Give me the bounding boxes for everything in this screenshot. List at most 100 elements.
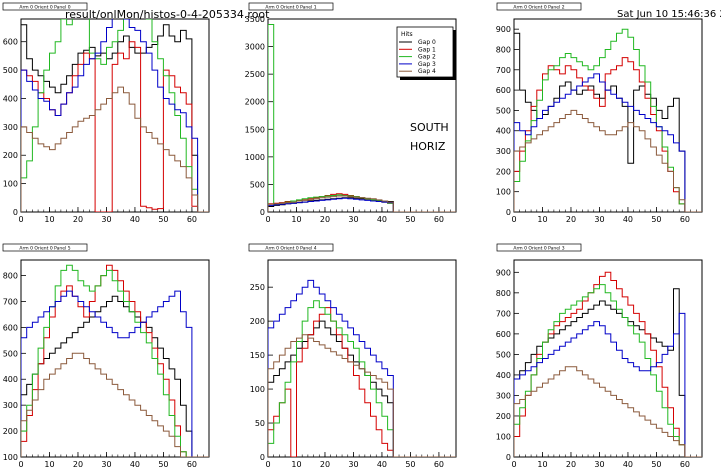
series-line-gap-2 <box>21 264 209 457</box>
x-tick-label: 10 <box>291 215 301 224</box>
legend-title: Hits <box>401 31 413 38</box>
y-tick-label: 500 <box>496 350 511 359</box>
x-tick-label: 10 <box>291 460 301 469</box>
series-line-gap-1 <box>268 307 456 457</box>
series-line-gap-3 <box>514 73 702 212</box>
series-line-gap-1 <box>514 57 702 212</box>
x-tick-label: 10 <box>44 215 54 224</box>
x-tick-label: 10 <box>44 460 54 469</box>
y-tick-label: 400 <box>496 127 511 136</box>
x-tick-label: 40 <box>623 215 633 224</box>
y-tick-label: 600 <box>496 330 511 339</box>
series-line-gap-4 <box>21 86 209 212</box>
x-tick-label: 60 <box>434 215 444 224</box>
y-tick-label: 600 <box>3 323 18 332</box>
x-tick-label: 60 <box>187 215 197 224</box>
series-line-gap-2 <box>514 28 702 212</box>
y-tick-label: 800 <box>496 289 511 298</box>
legend-entry: Gap 1 <box>418 46 436 53</box>
x-tick-label: 0 <box>511 460 516 469</box>
y-tick-label: 2500 <box>245 70 265 79</box>
x-tick-label: 0 <box>18 215 23 224</box>
series-line-gap-4 <box>514 366 702 457</box>
y-tick-label: 300 <box>496 391 511 400</box>
y-tick-label: 300 <box>3 401 18 410</box>
y-tick-label: 400 <box>496 371 511 380</box>
x-tick-label: 60 <box>187 460 197 469</box>
x-tick-label: 40 <box>130 460 140 469</box>
panel-title: Arm 0 Orient 0 Panel 4 <box>265 246 316 252</box>
y-tick-label: 500 <box>3 66 18 75</box>
x-tick-label: 50 <box>158 215 168 224</box>
y-tick-label: 800 <box>3 272 18 281</box>
panel-title: Arm 0 Orient 0 Panel 1 <box>265 5 316 11</box>
series-line-gap-0 <box>21 24 209 212</box>
y-tick-label: 0 <box>260 208 265 217</box>
date-label: Sat Jun 10 15:46:36 2006 <box>617 9 721 20</box>
y-tick-label: 600 <box>3 38 18 47</box>
panel-title-box <box>496 2 582 11</box>
x-tick-label: 0 <box>18 460 23 469</box>
y-tick-label: 100 <box>3 453 18 462</box>
y-tick-label: 300 <box>3 123 18 132</box>
south-label: SOUTH <box>410 121 449 134</box>
x-tick-label: 0 <box>265 215 270 224</box>
x-tick-label: 20 <box>320 215 330 224</box>
legend-entry: Gap 0 <box>418 39 436 46</box>
series-line-gap-3 <box>268 197 456 212</box>
x-tick-label: 30 <box>348 215 358 224</box>
y-tick-label: 0 <box>506 453 511 462</box>
y-tick-label: 200 <box>496 167 511 176</box>
y-tick-label: 200 <box>250 317 265 326</box>
series-line-gap-2 <box>514 284 702 457</box>
x-tick-label: 0 <box>265 460 270 469</box>
x-tick-label: 30 <box>594 460 604 469</box>
panel-title-box <box>248 2 334 11</box>
x-tick-label: 20 <box>73 460 83 469</box>
y-tick-label: 50 <box>255 419 265 428</box>
x-tick-label: 40 <box>623 460 633 469</box>
y-tick-label: 200 <box>3 427 18 436</box>
y-tick-label: 100 <box>3 180 18 189</box>
panel-title-box <box>2 243 88 252</box>
y-tick-label: 500 <box>3 349 18 358</box>
x-tick-label: 40 <box>377 460 387 469</box>
y-tick-label: 2000 <box>245 98 265 107</box>
series-line-gap-3 <box>21 290 209 457</box>
series-line-gap-0 <box>21 295 209 457</box>
x-tick-label: 60 <box>434 460 444 469</box>
x-tick-label: 40 <box>130 215 140 224</box>
panel-title-box <box>248 243 334 252</box>
x-tick-label: 50 <box>405 215 415 224</box>
y-tick-label: 1000 <box>245 153 265 162</box>
file-path-label: result/onlMon/histos-0-4-205334.root <box>65 8 270 21</box>
x-tick-label: 50 <box>651 460 661 469</box>
panel-title: Arm 0 Orient 0 Panel 0 <box>19 5 70 11</box>
legend-entry: Gap 3 <box>418 61 436 68</box>
y-tick-label: 200 <box>496 412 511 421</box>
x-tick-label: 50 <box>405 460 415 469</box>
y-tick-label: 250 <box>250 283 265 292</box>
histogram-panel-2: Arm 0 Orient 0 Panel 20 10 20 30 40 50 6001002… <box>496 2 703 224</box>
y-tick-label: 700 <box>496 309 511 318</box>
x-tick-label: 10 <box>537 215 547 224</box>
x-tick-label: 40 <box>377 215 387 224</box>
x-tick-label: 50 <box>158 460 168 469</box>
histogram-panel-3: Arm 0 Orient 0 Panel 5 0 10 20 30 40 50 60 100 20… <box>2 243 210 469</box>
legend-entry: Gap 4 <box>418 68 436 75</box>
panel-title: Arm 0 Orient 0 Panel 2 <box>513 5 564 11</box>
legend-box <box>396 26 454 78</box>
x-tick-label: 20 <box>566 460 576 469</box>
histogram-panel-1: Arm 0 Orient 0 Panel 1 0 10 20 30 40 50 60 0 500 1… <box>245 2 457 224</box>
x-tick-label: 20 <box>73 215 83 224</box>
y-tick-label: 3500 <box>245 15 265 24</box>
x-tick-label: 30 <box>594 215 604 224</box>
series-line-gap-4 <box>514 109 702 212</box>
y-tick-label: 700 <box>3 297 18 306</box>
y-tick-label: 800 <box>496 45 511 54</box>
horiz-label: HORIZ <box>410 140 446 153</box>
panel-title-box <box>2 2 88 11</box>
